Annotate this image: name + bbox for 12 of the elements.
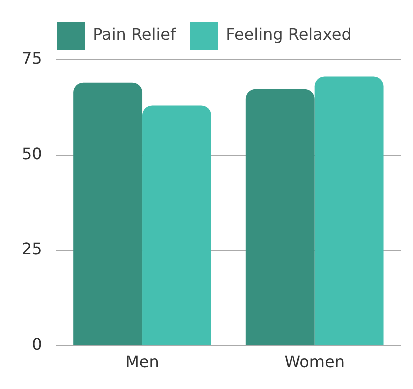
bar	[246, 89, 315, 346]
legend-label: Feeling Relaxed	[226, 25, 352, 44]
y-tick-label: 25	[22, 240, 42, 259]
y-tick-label: 50	[22, 144, 42, 164]
bar	[74, 82, 143, 346]
x-tick-label: Men	[126, 352, 160, 372]
y-tick-label: 0	[32, 334, 42, 354]
x-tick-label: Women	[284, 352, 345, 372]
bar	[314, 76, 384, 346]
bar	[142, 106, 212, 346]
legend-label: Pain Relief	[93, 25, 176, 44]
y-tick-label: 75	[22, 49, 42, 68]
